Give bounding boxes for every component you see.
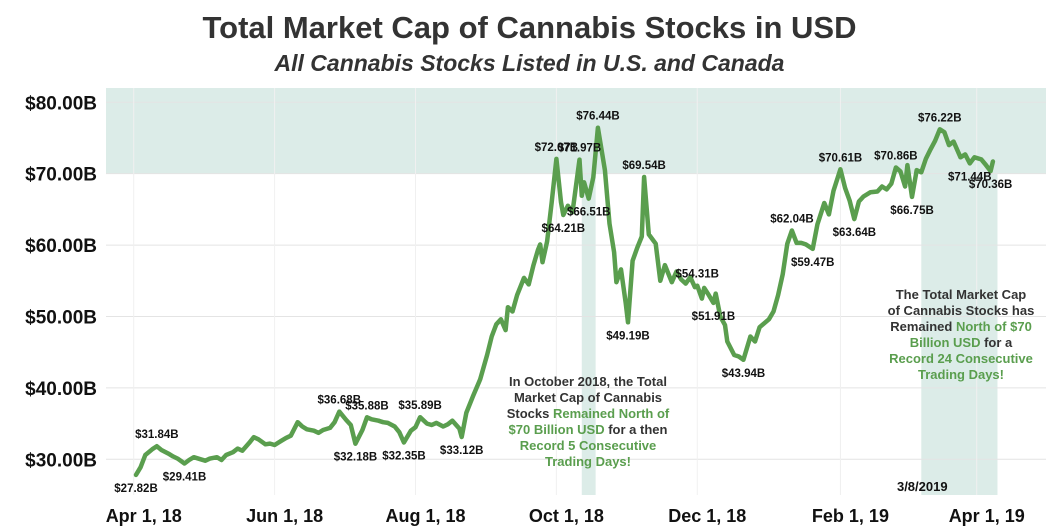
data-label: $71.44B <box>948 171 991 183</box>
data-label: $43.94B <box>722 368 765 380</box>
annotation-text: In October 2018, the Total <box>509 374 667 389</box>
data-label: $35.88B <box>345 400 388 412</box>
data-label: $29.41B <box>163 472 206 484</box>
annotation-oct-2018: In October 2018, the Total Market Cap of… <box>478 374 698 470</box>
data-label: $62.04B <box>770 214 813 226</box>
annotation-highlight: Billion USD <box>909 335 981 350</box>
data-label: $70.61B <box>819 152 862 164</box>
chart-subtitle: All Cannabis Stocks Listed in U.S. and C… <box>274 50 785 76</box>
annotation-text: The Total Market Cap <box>895 287 1027 302</box>
data-label: $69.54B <box>622 160 665 172</box>
data-label: $32.18B <box>334 452 377 464</box>
data-label: $54.31B <box>676 269 719 281</box>
chart-title: Total Market Cap of Cannabis Stocks in U… <box>202 10 857 45</box>
reference-date-label: 3/8/2019 <box>897 479 948 494</box>
data-label: $70.86B <box>874 151 917 163</box>
data-label: $35.89B <box>398 400 441 412</box>
annotation-mar-2019: The Total Market Cap of Cannabis Stocks … <box>866 287 1056 383</box>
annotation-text: for a then <box>604 422 668 437</box>
data-label: $63.64B <box>833 227 876 239</box>
x-tick-label: Oct 1, 18 <box>529 506 604 526</box>
data-label: $76.44B <box>576 111 619 123</box>
y-tick-label: $40.00B <box>25 379 97 400</box>
y-tick-label: $70.00B <box>25 165 97 186</box>
x-axis-ticks: Apr 1, 18 Jun 1, 18 Aug 1, 18 Oct 1, 18 Dec … <box>106 506 1025 526</box>
data-label: $51.91B <box>692 311 735 323</box>
annotation-highlight: Trading Days! <box>918 367 1004 382</box>
data-label: $59.47B <box>791 257 834 269</box>
data-label: $33.12B <box>440 445 483 457</box>
data-label: $32.35B <box>382 451 425 463</box>
data-label: $66.75B <box>890 205 933 217</box>
annotation-highlight: Record 24 Consecutive <box>889 351 1033 366</box>
data-label: $36.68B <box>318 395 361 407</box>
annotation-highlight: Record 5 Consecutive <box>519 438 657 453</box>
annotation-text: Stocks <box>506 406 553 421</box>
x-tick-label: Apr 1, 19 <box>949 506 1025 526</box>
x-tick-label: Jun 1, 18 <box>246 506 323 526</box>
y-axis-ticks: $30.00B $40.00B $50.00B $60.00B $70.00B $80.0… <box>25 93 97 471</box>
series-line <box>133 125 996 478</box>
data-label: $27.82B <box>114 483 157 495</box>
x-tick-label: Aug 1, 18 <box>385 506 465 526</box>
data-label: $70.36B <box>969 179 1012 191</box>
data-label: $64.21B <box>542 223 585 235</box>
highlight-period-2 <box>921 173 998 495</box>
data-label: $72.07B <box>535 142 578 154</box>
y-tick-label: $60.00B <box>25 236 97 257</box>
y-tick-label: $30.00B <box>25 450 97 471</box>
x-tick-label: Dec 1, 18 <box>668 506 746 526</box>
data-label: $66.51B <box>567 207 610 219</box>
highlight-period-1 <box>581 173 596 495</box>
data-label: $76.22B <box>918 112 961 124</box>
annotation-text: for a <box>980 335 1013 350</box>
annotation-highlight: North of $70 <box>955 319 1032 334</box>
annotation-text: Market Cap of Cannabis <box>513 390 663 405</box>
data-label: $71.97B <box>558 143 601 155</box>
annotation-text: Remained <box>890 319 956 334</box>
data-label: $49.19B <box>606 330 649 342</box>
data-label: $31.84B <box>135 429 178 441</box>
y-tick-label: $50.00B <box>25 307 97 328</box>
annotation-highlight: $70 Billion USD <box>508 422 605 437</box>
x-tick-label: Feb 1, 19 <box>812 506 889 526</box>
y-tick-label: $80.00B <box>25 93 97 114</box>
annotation-highlight: Remained North of <box>552 406 670 421</box>
x-tick-label: Apr 1, 18 <box>106 506 182 526</box>
data-labels: $27.82B $31.84B $29.41B $36.68B $32.18B $35.8… <box>114 111 1012 495</box>
annotation-text: of Cannabis Stocks has <box>887 303 1035 318</box>
annotation-highlight: Trading Days! <box>545 454 631 469</box>
